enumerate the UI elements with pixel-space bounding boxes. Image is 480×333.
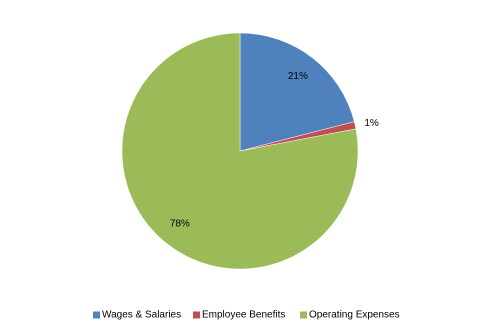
data-label: 21% bbox=[288, 71, 308, 82]
legend-label: Wages & Salaries bbox=[102, 310, 181, 321]
legend-swatch bbox=[300, 311, 307, 319]
legend-swatch bbox=[193, 311, 200, 319]
legend-label: Employee Benefits bbox=[202, 310, 285, 321]
data-label: 1% bbox=[364, 118, 379, 129]
legend-label: Operating Expenses bbox=[309, 310, 400, 321]
pie-slice bbox=[121, 32, 359, 270]
legend-swatch bbox=[93, 311, 100, 319]
pie-slice bbox=[239, 32, 355, 152]
data-label: 78% bbox=[170, 218, 190, 229]
